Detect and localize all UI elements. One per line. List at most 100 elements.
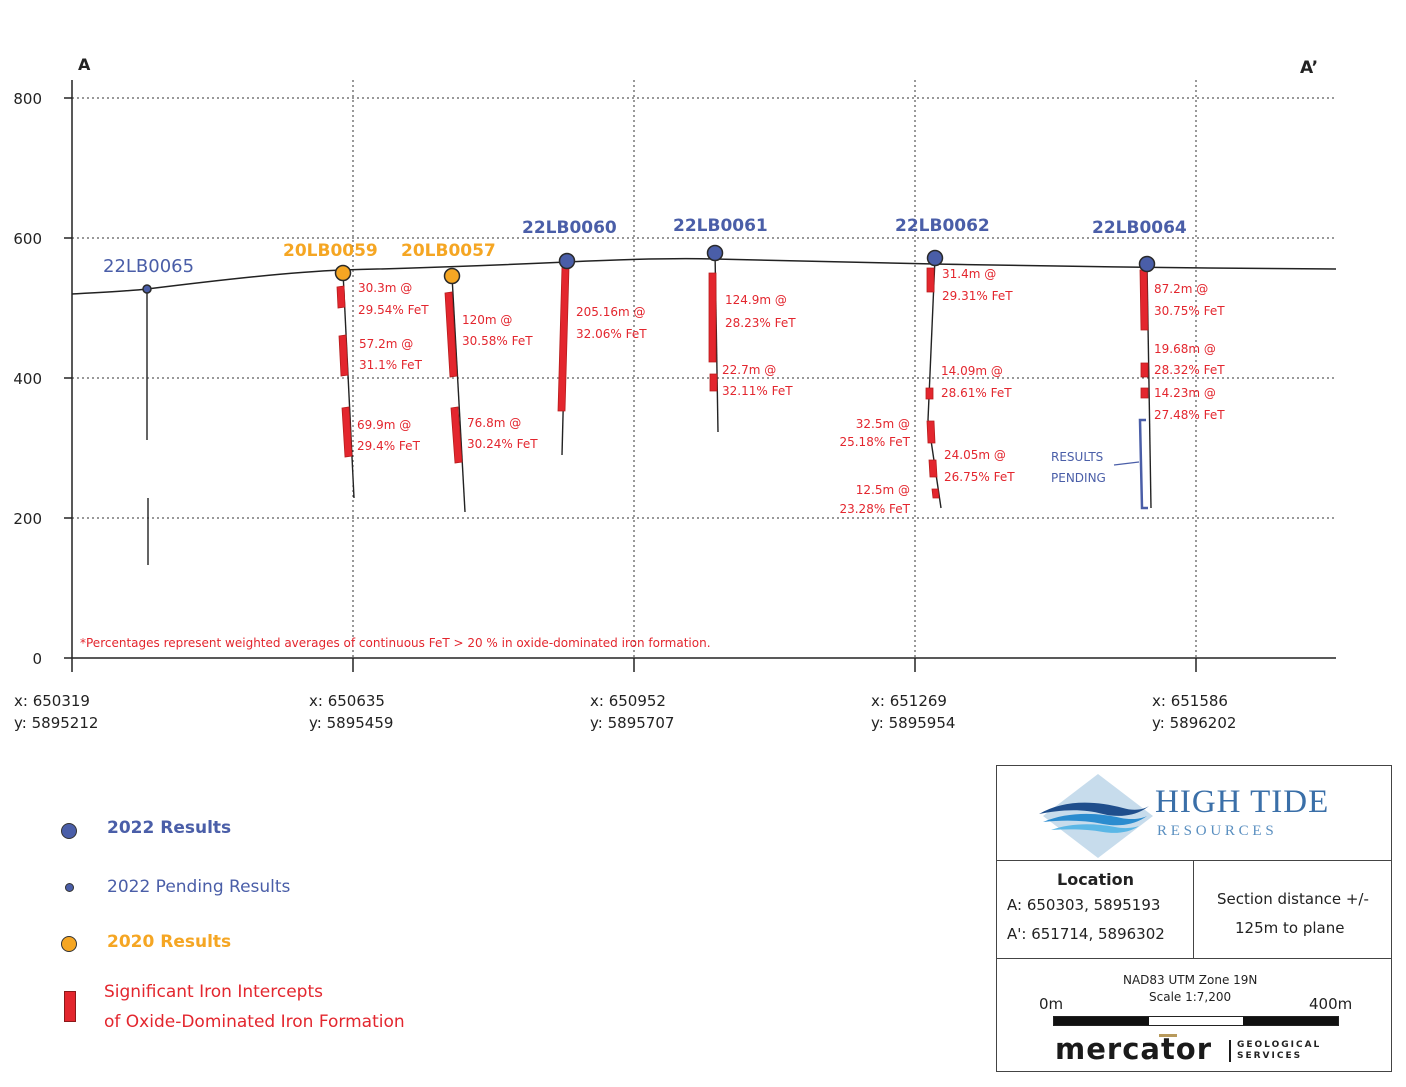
intercept-bar: [1140, 387, 1149, 399]
intercept-label: 23.28% FeT: [839, 502, 910, 516]
intercept-bar: [928, 459, 938, 478]
northing: y: 5896202: [1152, 714, 1237, 732]
intercept-label: 25.18% FeT: [839, 435, 910, 449]
intercept-label: 32.06% FeT: [576, 327, 647, 341]
hole-label: 20LB0059: [283, 241, 378, 261]
intercept-label: 26.75% FeT: [944, 470, 1015, 484]
easting: x: 651586: [1152, 692, 1228, 710]
scale-bar: [1053, 1016, 1339, 1026]
intercept-bar: [931, 488, 940, 499]
y-tick-label: 400: [13, 370, 42, 388]
intercept-label: 32.5m @: [856, 417, 910, 431]
collar-2020: [443, 267, 461, 285]
intercept-label: 27.48% FeT: [1154, 408, 1225, 422]
intercept-label: 30.75% FeT: [1154, 304, 1225, 318]
hole-label: 22LB0064: [1092, 218, 1187, 238]
easting: x: 650635: [309, 692, 385, 710]
intercept-label: 30.24% FeT: [467, 437, 538, 451]
mercator-logo: mercator: [1055, 1032, 1213, 1066]
section-distance: 125m to plane: [1235, 919, 1345, 937]
intercept-label: 19.68m @: [1154, 342, 1216, 356]
legend-intercept-label: of Oxide-Dominated Iron Formation: [104, 1012, 405, 1032]
intercept-label: 29.4% FeT: [357, 439, 421, 453]
legend-2020-label: 2020 Results: [107, 932, 232, 952]
intercept-bar: [336, 285, 346, 309]
intercept-bar: [708, 272, 717, 363]
y-tick-label: 0: [32, 650, 42, 668]
company-name: HIGH TIDE: [1155, 784, 1330, 820]
pending-label: RESULTS: [1051, 450, 1103, 464]
iron-intercepts: [336, 266, 1149, 499]
cross-section-diagram: 800 600 400 200 0 A A’: [13, 55, 1337, 672]
collars: [142, 244, 1156, 294]
intercept-bar: [709, 373, 718, 392]
mercator-subtitle: SERVICES: [1237, 1051, 1303, 1061]
mercator-divider: [1229, 1040, 1231, 1062]
y-tick-label: 200: [13, 510, 42, 528]
hole-label: 22LB0060: [522, 218, 617, 238]
easting: x: 650952: [590, 692, 666, 710]
intercept-bar: [341, 406, 353, 458]
intercept-label: 24.05m @: [944, 448, 1006, 462]
northing: y: 5895954: [871, 714, 956, 732]
location-title: Location: [1057, 870, 1134, 889]
y-tick-label: 800: [13, 90, 42, 108]
legend-intercept-label: Significant Iron Intercepts: [104, 982, 323, 1002]
intercept-label: 29.31% FeT: [942, 289, 1013, 303]
scale-ratio: Scale 1:7,200: [1149, 990, 1232, 1004]
y-tick-label: 600: [13, 230, 42, 248]
x-coordinate-label: x: 650635 y: 5895459: [309, 690, 393, 734]
x-coordinate-label: x: 650319 y: 5895212: [14, 690, 98, 734]
hole-label: 22LB0065: [103, 256, 194, 277]
legend-pending-label: 2022 Pending Results: [107, 877, 291, 897]
legend-2022-label: 2022 Results: [107, 818, 232, 838]
intercept-label: 29.54% FeT: [358, 303, 429, 317]
footnote: *Percentages represent weighted averages…: [80, 636, 711, 650]
intercept-label: 76.8m @: [467, 416, 521, 430]
point-a-prime: A': 651714, 5896302: [1007, 925, 1165, 943]
scale-end: 400m: [1309, 995, 1353, 1013]
intercept-label: 22.7m @: [722, 363, 776, 377]
intercept-bar: [444, 291, 458, 378]
datum: NAD83 UTM Zone 19N: [1123, 973, 1258, 987]
intercept-label: 57.2m @: [359, 337, 413, 351]
results-pending-bracket: [1138, 418, 1148, 510]
intercept-label: 120m @: [462, 313, 512, 327]
intercept-label: 28.23% FeT: [725, 316, 796, 330]
axes: [64, 80, 1336, 672]
easting: x: 651269: [871, 692, 947, 710]
easting: x: 650319: [14, 692, 90, 710]
mercator-accent: [1159, 1034, 1177, 1037]
section-end-a: A: [78, 55, 91, 74]
northing: y: 5895707: [590, 714, 675, 732]
intercept-label: 28.32% FeT: [1154, 363, 1225, 377]
intercept-bar: [450, 406, 463, 464]
x-coordinate-label: x: 651269 y: 5895954: [871, 690, 955, 734]
topography-surface: [71, 257, 1337, 295]
intercept-label: 124.9m @: [725, 293, 787, 307]
legend-2022-dot: [61, 823, 77, 839]
hole-label: 20LB0057: [401, 241, 496, 261]
intercept-bar: [926, 420, 936, 444]
intercept-label: 87.2m @: [1154, 282, 1208, 296]
collar-pending: [142, 284, 152, 294]
section-distance: Section distance +/-: [1217, 890, 1369, 908]
hole-label: 22LB0061: [673, 216, 768, 236]
intercept-label: 31.4m @: [942, 267, 996, 281]
intercept-label: 32.11% FeT: [722, 384, 793, 398]
mercator-subtitle: GEOLOGICAL: [1237, 1040, 1322, 1050]
point-a: A: 650303, 5895193: [1007, 896, 1161, 914]
intercept-label: 28.61% FeT: [941, 386, 1012, 400]
collar-2022: [706, 244, 724, 262]
pending-label: PENDING: [1051, 471, 1106, 485]
collar-2022: [1138, 255, 1156, 273]
intercept-label: 30.58% FeT: [462, 334, 533, 348]
northing: y: 5895212: [14, 714, 99, 732]
intercept-label: 31.1% FeT: [359, 358, 423, 372]
collar-2020: [334, 264, 352, 282]
title-block: HIGH TIDE R E S O U R C E S Location A: …: [996, 765, 1392, 1072]
northing: y: 5895459: [309, 714, 394, 732]
intercept-label: 12.5m @: [856, 483, 910, 497]
company-subtitle: R E S O U R C E S: [1157, 823, 1274, 839]
collar-2022: [558, 252, 576, 270]
